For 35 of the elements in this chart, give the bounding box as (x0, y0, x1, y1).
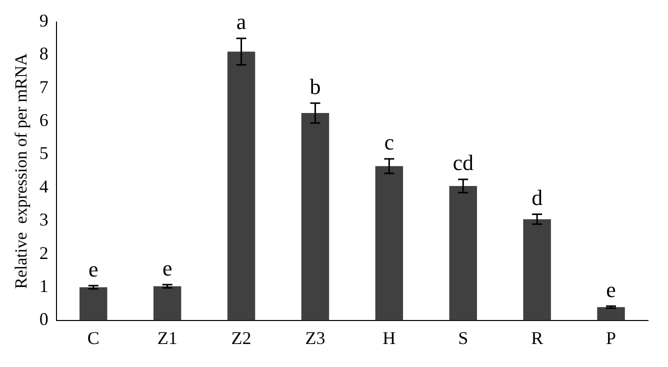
annotation: c (384, 130, 394, 155)
bar (153, 286, 182, 320)
bar (597, 307, 625, 320)
y-tick-label: 9 (39, 10, 48, 31)
bar (523, 219, 551, 320)
annotation: cd (452, 150, 474, 176)
x-tick-label: Z3 (305, 328, 326, 348)
y-tick-label: 3 (39, 210, 48, 230)
bar (80, 287, 108, 320)
y-tick-label: 8 (39, 44, 48, 64)
x-tick-label: R (531, 328, 544, 348)
y-tick-label: 4 (39, 176, 48, 196)
bar (449, 186, 477, 320)
y-tick-label: 7 (39, 76, 48, 97)
annotation: d (532, 185, 543, 210)
y-tick-label: 6 (39, 110, 48, 130)
annotation: e (88, 256, 98, 282)
y-tick-label: 2 (39, 242, 48, 263)
bar (227, 52, 256, 320)
y-tick-label: 0 (39, 309, 48, 330)
y-tick-label: 5 (39, 143, 48, 164)
x-tick-label: C (87, 328, 100, 348)
x-tick-label: Z1 (157, 328, 178, 348)
annotation: a (236, 9, 246, 34)
annotation: e (162, 255, 172, 280)
annotation: e (606, 276, 616, 302)
x-tick-label: P (606, 328, 616, 348)
bar (301, 113, 330, 320)
y-tick-label: 1 (39, 276, 48, 296)
x-tick-label: S (458, 328, 468, 348)
bar (375, 166, 404, 320)
x-tick-label: Z2 (231, 328, 252, 348)
x-tick-label: H (382, 328, 396, 348)
annotation: b (310, 74, 321, 99)
y-axis-title: Relative expression of per mRNA (12, 52, 31, 289)
